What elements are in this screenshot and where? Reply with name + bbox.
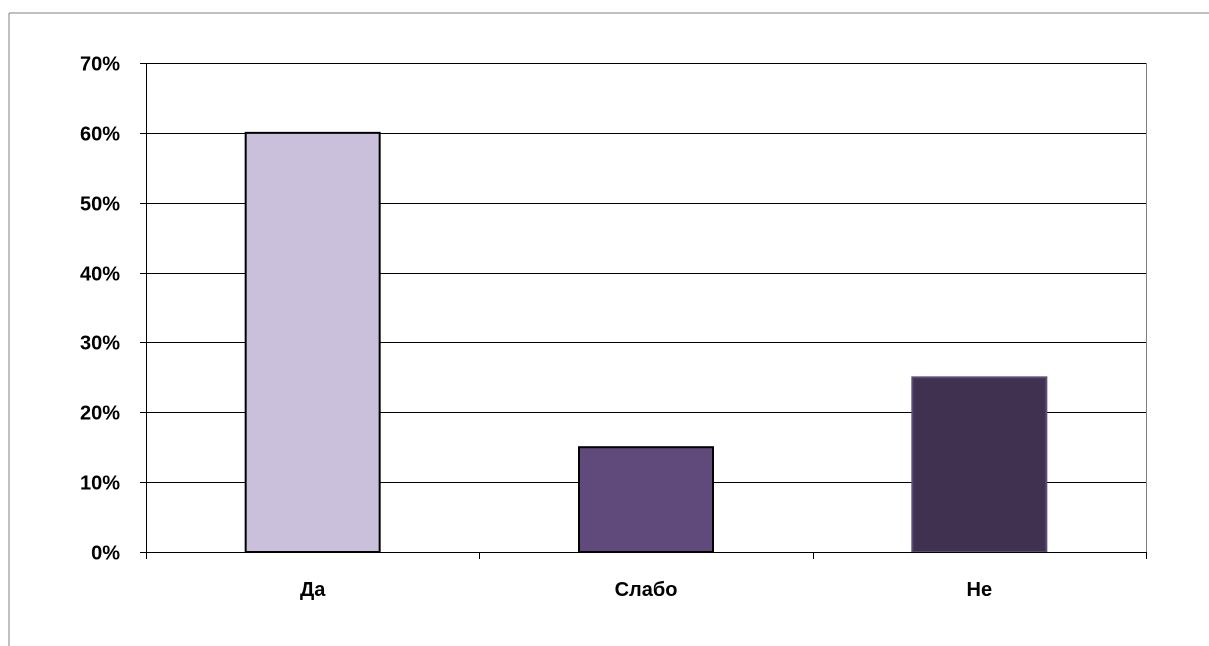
y-tick-label: 60%: [80, 124, 120, 146]
bar: [244, 131, 381, 553]
axes: [140, 63, 1147, 559]
bar: [911, 376, 1048, 553]
y-tick-label: 0%: [91, 543, 120, 565]
y-tick-labels: 0% 10% 20% 30% 40% 50% 60% 70%: [80, 54, 120, 565]
x-tick-label: Не: [967, 579, 993, 601]
x-tick-label: Слабо: [615, 579, 678, 601]
y-tick-label: 20%: [80, 403, 120, 425]
y-tick-label: 10%: [80, 473, 120, 495]
y-tick-label: 40%: [80, 264, 120, 286]
x-tick-label: Да: [300, 579, 326, 601]
y-tick-label: 50%: [80, 194, 120, 216]
y-tick-label: 70%: [80, 54, 120, 76]
y-tick-label: 30%: [80, 333, 120, 355]
x-tick-labels: Да Слабо Не: [300, 579, 992, 601]
bar: [578, 446, 714, 554]
